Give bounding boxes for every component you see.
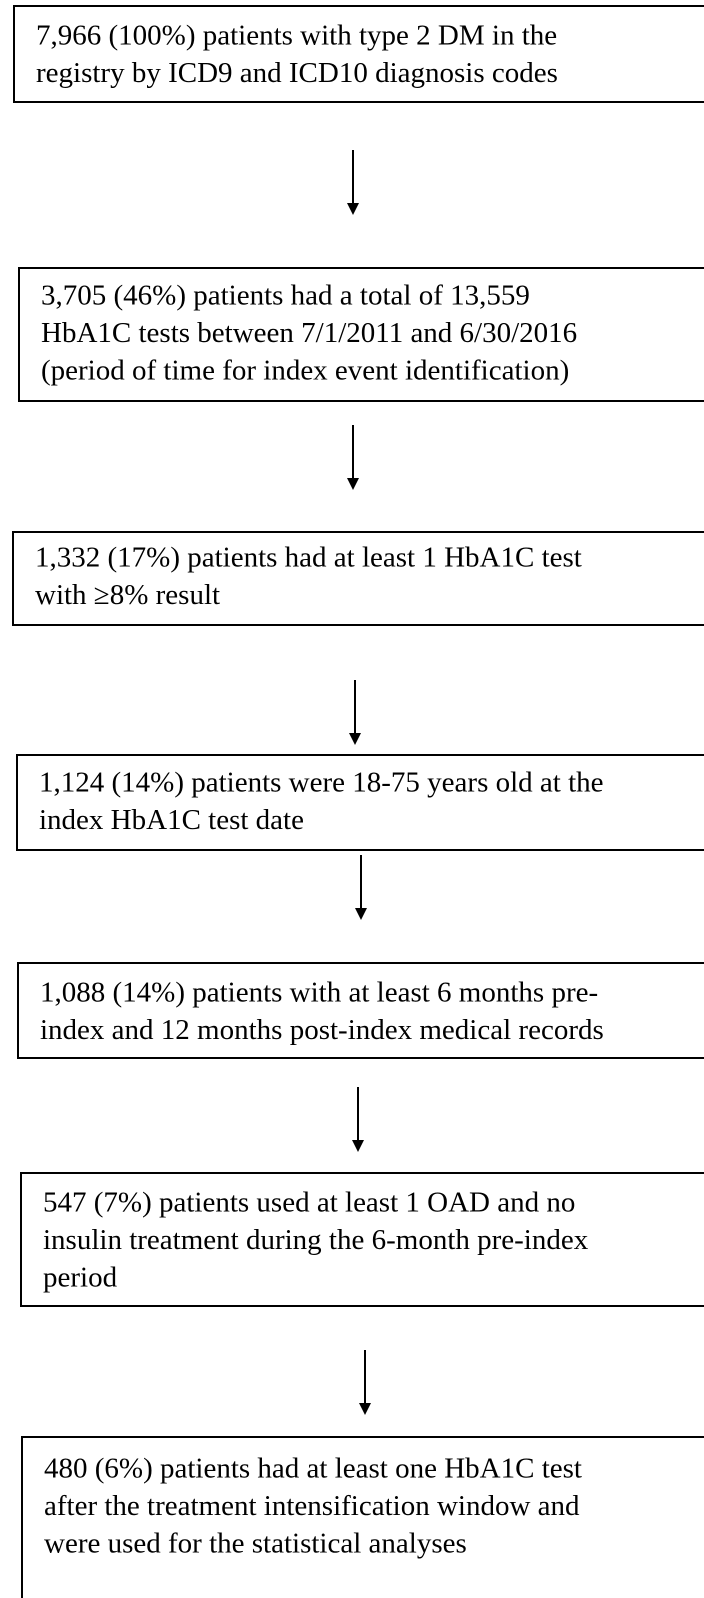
flow-box [18,267,704,402]
flow-box [13,5,704,103]
box-text: index and 12 months post-index medical r… [40,1014,604,1046]
arrow-head [347,203,359,215]
box-text: 7,966 (100%) patients with type 2 DM in … [36,20,557,52]
arrow-head [359,1403,371,1415]
box-text: 1,124 (14%) patients were 18-75 years ol… [39,767,604,799]
flow-box [12,531,704,626]
box-text: index HbA1C test date [39,804,304,836]
box-text: 480 (6%) patients had at least one HbA1C… [44,1453,582,1485]
arrow-head [355,908,367,920]
box-text: HbA1C tests between 7/1/2011 and 6/30/20… [41,317,577,349]
arrow-head [347,478,359,490]
arrow-head [349,733,361,745]
box-text: insulin treatment during the 6-month pre… [43,1224,589,1256]
box-text: 1,088 (14%) patients with at least 6 mon… [40,977,598,1009]
box-text: after the treatment intensification wind… [44,1490,580,1522]
box-text: were used for the statistical analyses [44,1527,467,1559]
box-text: registry by ICD9 and ICD10 diagnosis cod… [36,57,558,89]
box-text: 3,705 (46%) patients had a total of 13,5… [41,280,530,312]
flow-box [21,1436,704,1598]
arrow-head [352,1140,364,1152]
box-text: with ≥8% result [35,579,220,611]
box-text: 1,332 (17%) patients had at least 1 HbA1… [35,542,582,574]
box-text: (period of time for index event identifi… [41,354,569,386]
flow-box [20,1172,704,1307]
box-text: 547 (7%) patients used at least 1 OAD an… [43,1187,575,1219]
flow-box [16,754,704,851]
flow-box [17,962,704,1059]
box-text: period [43,1261,118,1293]
